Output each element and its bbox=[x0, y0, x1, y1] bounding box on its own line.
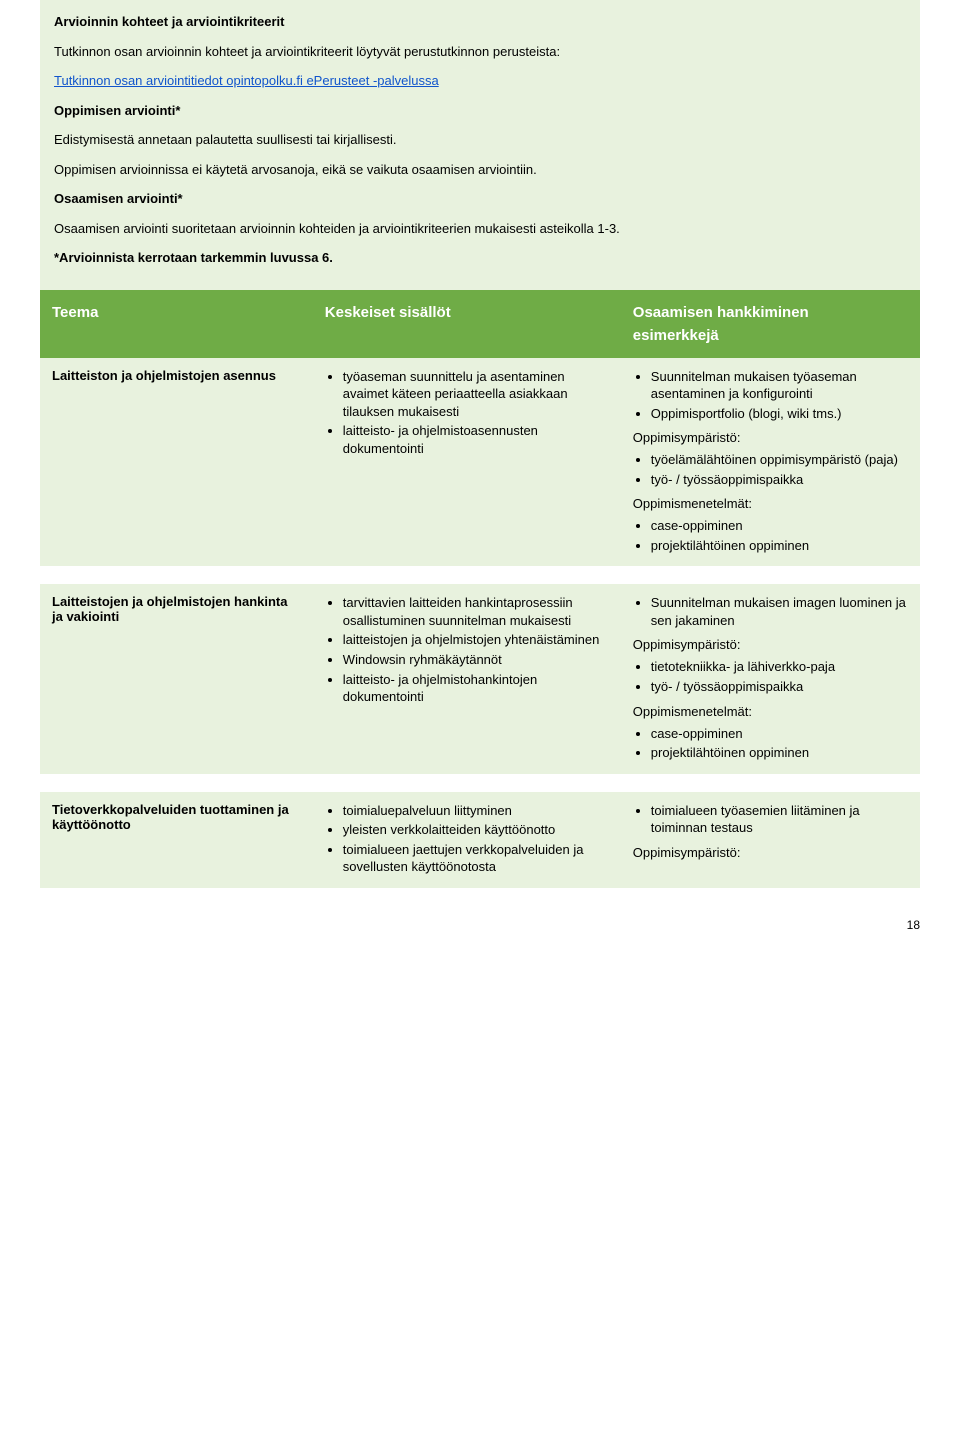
meth-label: Oppimismenetelmät: bbox=[633, 496, 908, 511]
th-teema: Teema bbox=[40, 290, 313, 358]
list-item: toimialueen jaettujen verkkopalveluiden … bbox=[343, 841, 609, 876]
list-item: projektilähtöinen oppiminen bbox=[651, 537, 908, 555]
list-item: toimialueen työasemien liitäminen ja toi… bbox=[651, 802, 908, 837]
list-item: tarvittavien laitteiden hankintaprosessi… bbox=[343, 594, 609, 629]
list-item: yleisten verkkolaitteiden käyttöönotto bbox=[343, 821, 609, 839]
list-item: työ- / työssäoppimispaikka bbox=[651, 678, 908, 696]
row-gap bbox=[40, 774, 920, 792]
intro-sub2: Osaamisen arviointi* bbox=[54, 189, 906, 209]
contents-cell: toimialuepalveluun liittyminenyleisten v… bbox=[313, 792, 621, 888]
contents-cell: tarvittavien laitteiden hankintaprosessi… bbox=[313, 584, 621, 773]
acquisition-cell: Suunnitelman mukaisen työaseman asentami… bbox=[621, 358, 920, 567]
intro-p1: Tutkinnon osan arvioinnin kohteet ja arv… bbox=[54, 42, 906, 62]
theme-cell: Laitteiston ja ohjelmistojen asennus bbox=[40, 358, 313, 567]
theme-label: Laitteiston ja ohjelmistojen asennus bbox=[52, 368, 301, 383]
curriculum-table: TeemaKeskeiset sisällötOsaamisen hankkim… bbox=[40, 290, 920, 888]
env-label: Oppimisympäristö: bbox=[633, 637, 908, 652]
env-label: Oppimisympäristö: bbox=[633, 430, 908, 445]
intro-p3: Oppimisen arvioinnissa ei käytetä arvosa… bbox=[54, 160, 906, 180]
list-item: projektilähtöinen oppiminen bbox=[651, 744, 908, 762]
meth-label: Oppimismenetelmät: bbox=[633, 704, 908, 719]
acquisition-cell: Suunnitelman mukaisen imagen luominen ja… bbox=[621, 584, 920, 773]
env-label: Oppimisympäristö: bbox=[633, 845, 908, 860]
th-osaamisen-a: Osaamisen hankkiminen bbox=[633, 304, 908, 321]
intro-block: Arvioinnin kohteet ja arviointikriteerit… bbox=[40, 0, 920, 290]
list-item: tietotekniikka- ja lähiverkko-paja bbox=[651, 658, 908, 676]
theme-label: Tietoverkkopalveluiden tuottaminen ja kä… bbox=[52, 802, 301, 832]
list-item: laitteisto- ja ohjelmistoasennusten doku… bbox=[343, 422, 609, 457]
list-item: Suunnitelman mukaisen työaseman asentami… bbox=[651, 368, 908, 403]
table-row: Tietoverkkopalveluiden tuottaminen ja kä… bbox=[40, 792, 920, 888]
list-item: työelämälähtöinen oppimisympäristö (paja… bbox=[651, 451, 908, 469]
list-item: työaseman suunnittelu ja asentaminen ava… bbox=[343, 368, 609, 421]
meth-list: case-oppiminen projektilähtöinen oppimine… bbox=[633, 517, 908, 554]
meth-list: case-oppiminenprojektilähtöinen oppimine… bbox=[633, 725, 908, 762]
list-item: toimialuepalveluun liittyminen bbox=[343, 802, 609, 820]
env-list: työelämälähtöinen oppimisympäristö (paja… bbox=[633, 451, 908, 488]
th-sisallot: Keskeiset sisällöt bbox=[313, 290, 621, 358]
th-osaamisen: Osaamisen hankkiminen esimerkkejä bbox=[621, 290, 920, 358]
list-item: laitteistojen ja ohjelmistojen yhtenäist… bbox=[343, 631, 609, 649]
list-item: Oppimisportfolio (blogi, wiki tms.) bbox=[651, 405, 908, 423]
acquisition-cell: toimialueen työasemien liitäminen ja toi… bbox=[621, 792, 920, 888]
contents-cell: työaseman suunnittelu ja asentaminen ava… bbox=[313, 358, 621, 567]
intro-title: Arvioinnin kohteet ja arviointikriteerit bbox=[54, 12, 906, 32]
list-item: työ- / työssäoppimispaikka bbox=[651, 471, 908, 489]
contents-list: tarvittavien laitteiden hankintaprosessi… bbox=[325, 594, 609, 705]
page-number: 18 bbox=[40, 888, 920, 952]
table-row: Laitteiston ja ohjelmistojen asennus työa… bbox=[40, 358, 920, 567]
row-gap bbox=[40, 566, 920, 584]
intro-p2: Edistymisestä annetaan palautetta suulli… bbox=[54, 130, 906, 150]
contents-list: työaseman suunnittelu ja asentaminen ava… bbox=[325, 368, 609, 458]
theme-cell: Tietoverkkopalveluiden tuottaminen ja kä… bbox=[40, 792, 313, 888]
table-row: Laitteistojen ja ohjelmistojen hankinta … bbox=[40, 584, 920, 773]
contents-list: toimialuepalveluun liittyminenyleisten v… bbox=[325, 802, 609, 876]
env-list: tietotekniikka- ja lähiverkko-paja työ- /… bbox=[633, 658, 908, 695]
th-osaamisen-b: esimerkkejä bbox=[633, 327, 908, 344]
acq-top-list: Suunnitelman mukaisen työaseman asentami… bbox=[633, 368, 908, 423]
list-item: case-oppiminen bbox=[651, 517, 908, 535]
intro-link-wrap: Tutkinnon osan arviointitiedot opintopol… bbox=[54, 71, 906, 91]
theme-label: Laitteistojen ja ohjelmistojen hankinta … bbox=[52, 594, 301, 624]
intro-p4: Osaamisen arviointi suoritetaan arvioinn… bbox=[54, 219, 906, 239]
intro-sub1: Oppimisen arviointi* bbox=[54, 101, 906, 121]
list-item: case-oppiminen bbox=[651, 725, 908, 743]
acq-top-list: toimialueen työasemien liitäminen ja toi… bbox=[633, 802, 908, 837]
theme-cell: Laitteistojen ja ohjelmistojen hankinta … bbox=[40, 584, 313, 773]
intro-p5: *Arvioinnista kerrotaan tarkemmin luvuss… bbox=[54, 248, 906, 268]
eperusteet-link[interactable]: Tutkinnon osan arviointitiedot opintopol… bbox=[54, 73, 439, 88]
list-item: Suunnitelman mukaisen imagen luominen ja… bbox=[651, 594, 908, 629]
list-item: laitteisto- ja ohjelmistohankintojen dok… bbox=[343, 671, 609, 706]
list-item: Windowsin ryhmäkäytännöt bbox=[343, 651, 609, 669]
table-header-row: TeemaKeskeiset sisällötOsaamisen hankkim… bbox=[40, 290, 920, 358]
acq-top-list: Suunnitelman mukaisen imagen luominen ja… bbox=[633, 594, 908, 629]
